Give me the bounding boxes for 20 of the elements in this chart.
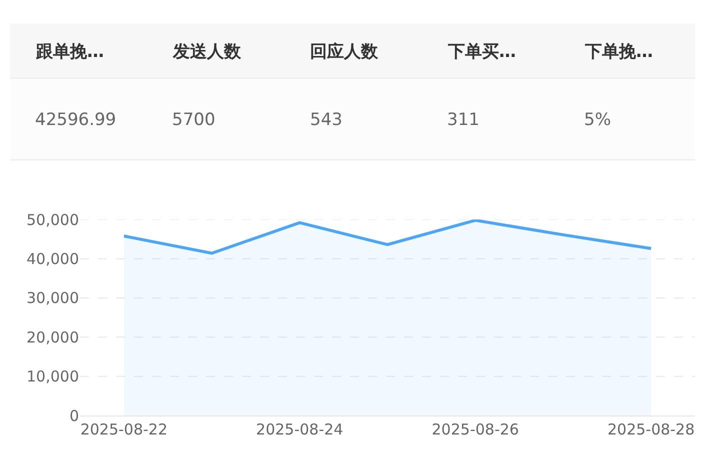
category-label: 回应人数 (310, 42, 379, 62)
x-tick-label: 2025-08-26 (432, 420, 519, 439)
text: 42596.99 (35, 110, 116, 130)
text: 311 (447, 110, 480, 130)
y-tick-label: 0 (69, 406, 79, 425)
y-tick-label: 10,000 (26, 368, 79, 386)
x-tick-label: 2025-08-24 (256, 420, 344, 439)
text: 5% (584, 110, 611, 130)
y-tick-label: 50,000 (26, 210, 79, 229)
text: 543 (310, 110, 342, 130)
x-tick-label: 2025-08-22 (80, 420, 168, 439)
y-tick-label: 20,000 (26, 328, 79, 346)
y-tick-label: 40,000 (26, 250, 79, 268)
category-label: 跟单挽… (35, 42, 104, 62)
category-label: 下单挽… (584, 42, 653, 62)
y-tick-label: 30,000 (26, 289, 79, 308)
text: 5700 (172, 110, 216, 130)
x-tick-label: 2025-08-28 (607, 420, 695, 439)
category-label: 发送人数 (172, 42, 242, 62)
category-label: 下单买… (447, 42, 516, 62)
